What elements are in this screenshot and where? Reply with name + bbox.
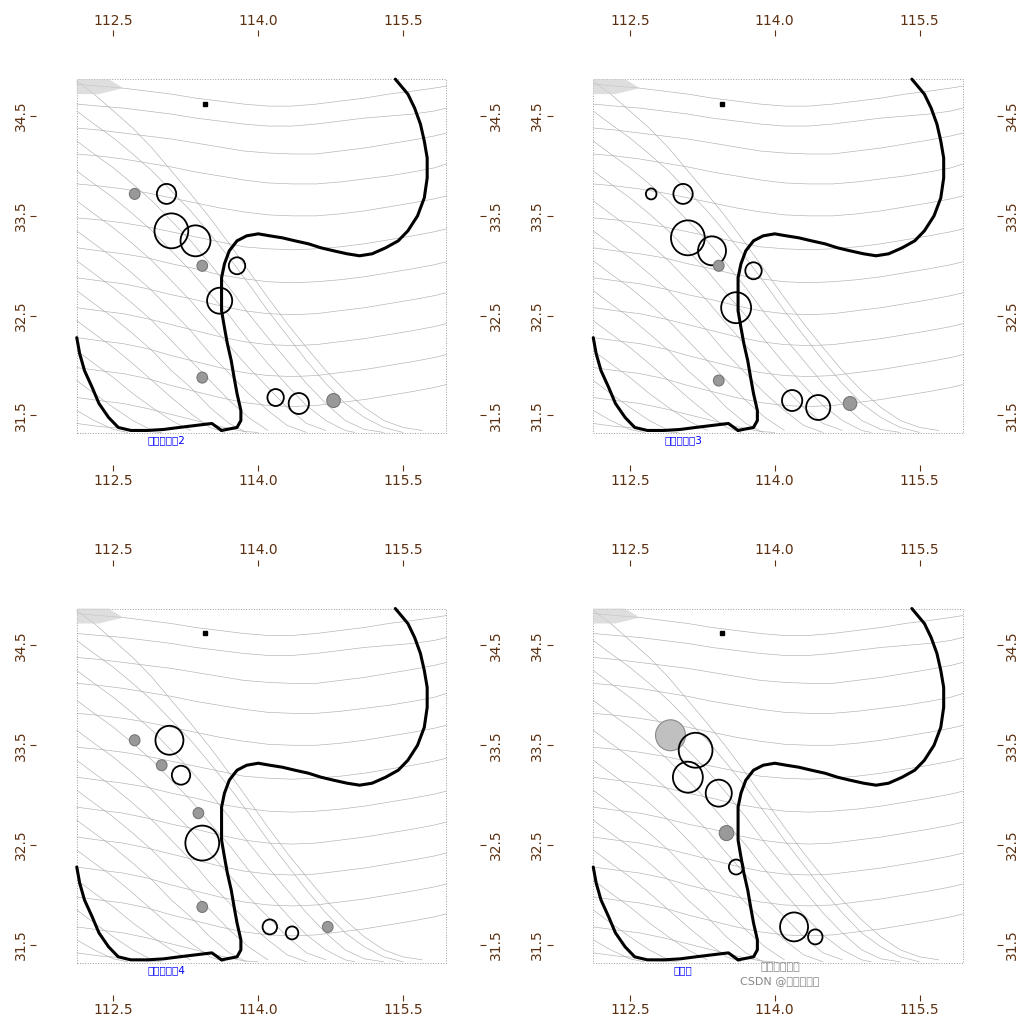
Circle shape (193, 807, 204, 819)
Circle shape (197, 372, 208, 384)
Bar (76, 608, 446, 963)
Text: 拓端数据部落: 拓端数据部落 (760, 962, 800, 972)
Circle shape (656, 720, 686, 751)
Circle shape (326, 394, 340, 407)
Circle shape (714, 260, 724, 271)
Polygon shape (593, 608, 639, 624)
Text: 什塾厅抣丨3: 什塾厅抣丨3 (664, 435, 702, 445)
Polygon shape (593, 79, 639, 94)
Bar (593, 608, 963, 963)
Circle shape (197, 260, 208, 271)
Circle shape (322, 922, 333, 932)
Circle shape (156, 760, 167, 771)
Bar (76, 79, 446, 433)
Bar (593, 79, 963, 433)
Circle shape (714, 375, 724, 386)
Circle shape (197, 901, 208, 912)
Circle shape (129, 189, 140, 199)
Text: 什塾厅抣丨4: 什塾厅抣丨4 (148, 965, 186, 975)
Circle shape (129, 735, 140, 745)
Circle shape (843, 397, 856, 410)
Text: CSDN @拓端研究室: CSDN @拓端研究室 (741, 976, 819, 987)
Polygon shape (76, 79, 123, 94)
Text: 什塾厅抣丨2: 什塾厅抣丨2 (148, 435, 186, 445)
Text: 密度度: 密度度 (674, 965, 692, 975)
Circle shape (719, 826, 733, 840)
Polygon shape (76, 608, 123, 624)
